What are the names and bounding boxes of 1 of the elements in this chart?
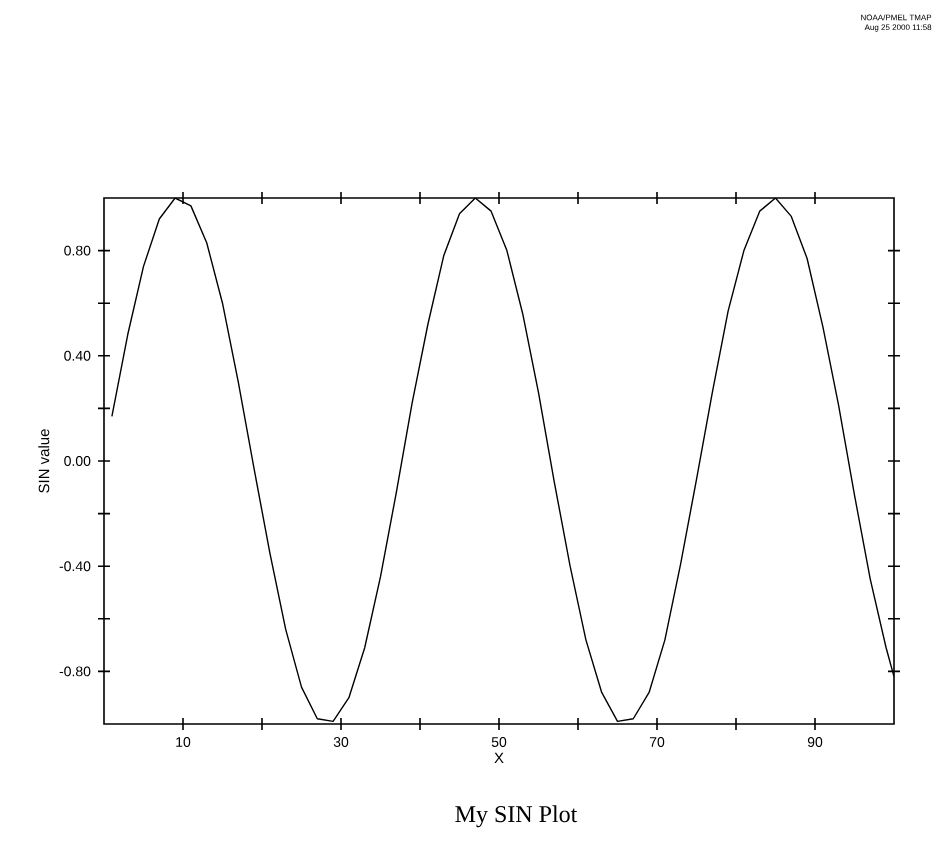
text: My SIN Plot — [455, 805, 578, 828]
